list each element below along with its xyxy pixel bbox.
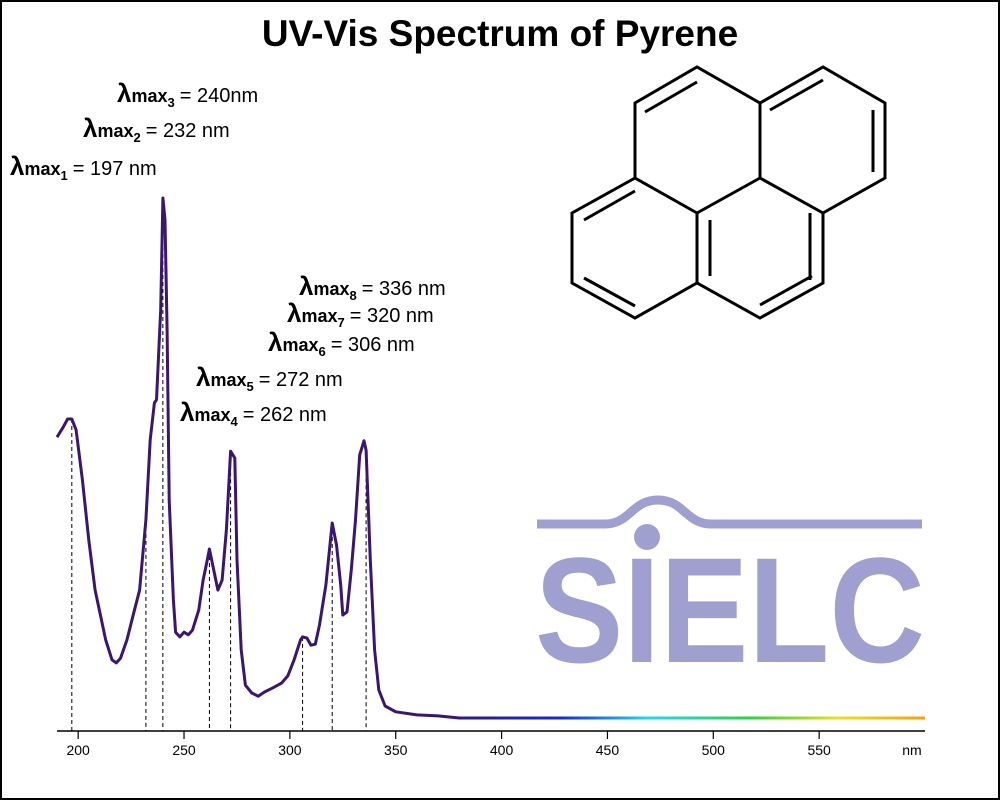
label-symbol: λ bbox=[268, 327, 283, 357]
label-subscript: max bbox=[194, 405, 230, 425]
x-axis-label: nm bbox=[902, 742, 921, 758]
x-tick-label: 350 bbox=[384, 742, 408, 758]
label-text: = 320 nm bbox=[350, 305, 434, 327]
logo: SIELC bbox=[535, 495, 925, 694]
spectrum-line bbox=[55, 196, 925, 720]
x-tick-label: 200 bbox=[66, 742, 90, 758]
peak-label: λmax8 = 336 nm bbox=[299, 271, 446, 303]
label-symbol: λ bbox=[196, 362, 211, 392]
label-subscript: max bbox=[24, 159, 60, 179]
label-text: = 232 nm bbox=[146, 120, 230, 142]
x-tick-label: 500 bbox=[702, 742, 726, 758]
peak-label: λmax1 = 197 nm bbox=[10, 151, 157, 183]
label-symbol: λ bbox=[117, 78, 132, 108]
logo-swoosh bbox=[537, 495, 922, 529]
x-tick-label: 250 bbox=[172, 742, 196, 758]
peak-label: λmax6 = 306 nm bbox=[268, 327, 415, 359]
peak-label: λmax4 = 262 nm bbox=[180, 397, 327, 429]
label-text: = 197 nm bbox=[73, 158, 157, 180]
label-index: 1 bbox=[61, 168, 68, 183]
label-index: 7 bbox=[338, 315, 345, 330]
label-text: = 336 nm bbox=[362, 278, 446, 300]
label-symbol: λ bbox=[10, 151, 25, 181]
label-index: 4 bbox=[231, 414, 239, 429]
label-subscript: max bbox=[282, 335, 318, 355]
label-index: 5 bbox=[247, 379, 254, 394]
x-tick-label: 300 bbox=[278, 742, 302, 758]
label-subscript: max bbox=[313, 279, 349, 299]
label-index: 2 bbox=[134, 130, 141, 145]
x-tick-label: 400 bbox=[490, 742, 514, 758]
peak-label: λmax3 = 240nm bbox=[117, 78, 258, 110]
label-text: = 272 nm bbox=[259, 369, 343, 391]
label-subscript: max bbox=[210, 370, 246, 390]
x-tick-label: 450 bbox=[596, 742, 620, 758]
label-index: 3 bbox=[168, 95, 175, 110]
logo-text: SIELC bbox=[535, 526, 925, 694]
peak-label: λmax7 = 320 nm bbox=[287, 298, 434, 330]
label-symbol: λ bbox=[299, 271, 314, 301]
label-index: 6 bbox=[319, 344, 326, 359]
label-subscript: max bbox=[131, 86, 167, 106]
logo-dot bbox=[634, 524, 660, 550]
label-symbol: λ bbox=[287, 298, 302, 328]
label-text: = 262 nm bbox=[243, 404, 327, 426]
label-index: 8 bbox=[350, 288, 357, 303]
peak-label: λmax5 = 272 nm bbox=[196, 362, 343, 394]
label-subscript: max bbox=[97, 121, 133, 141]
label-symbol: λ bbox=[180, 397, 195, 427]
label-text: = 240nm bbox=[180, 85, 258, 107]
peak-label: λmax2 = 232 nm bbox=[83, 113, 230, 145]
label-subscript: max bbox=[301, 306, 337, 326]
pyrene-structure bbox=[570, 65, 887, 320]
chart-title: UV-Vis Spectrum of Pyrene bbox=[262, 13, 738, 54]
label-text: = 306 nm bbox=[331, 334, 415, 356]
label-symbol: λ bbox=[83, 113, 98, 143]
x-tick-label: 550 bbox=[807, 742, 831, 758]
